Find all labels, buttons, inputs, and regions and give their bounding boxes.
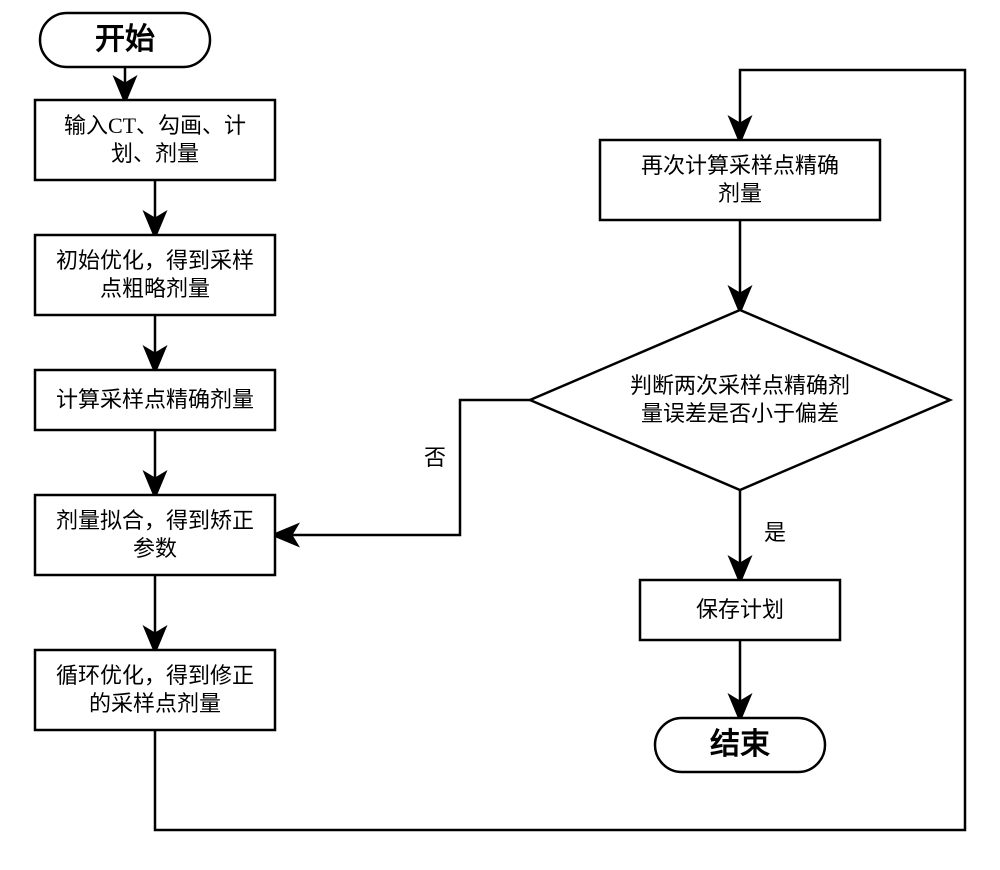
node-compute-exact-dose: 计算采样点精确剂量 [35,370,275,430]
n4-line1: 剂量拟合，得到矫正 [56,508,254,533]
n5-line2: 的采样点剂量 [89,691,221,716]
n2-line2: 点粗略剂量 [100,276,210,301]
n4-line2: 参数 [133,536,177,561]
node-recompute-exact-dose: 再次计算采样点精确 剂量 [600,140,880,220]
edge-label-no: 否 [424,445,446,470]
n2-line1: 初始优化，得到采样 [56,248,254,273]
dec-line2: 量误差是否小于偏差 [641,401,839,426]
n3-line1: 计算采样点精确剂量 [56,387,254,412]
n5-line1: 循环优化，得到修正 [56,663,254,688]
node-input: 输入CT、勾画、计 划、剂量 [35,100,275,180]
n6-line2: 剂量 [718,181,762,206]
node-initial-optimize: 初始优化，得到采样 点粗略剂量 [35,235,275,315]
node-decision: 判断两次采样点精确剂 量误差是否小于偏差 [530,310,950,490]
n6-line1: 再次计算采样点精确 [641,153,839,178]
node-end: 结束 [655,718,825,772]
n7-line1: 保存计划 [696,597,784,622]
edge-label-yes: 是 [764,520,786,545]
dec-line1: 判断两次采样点精确剂 [630,373,850,398]
n1-line1: 输入CT、勾画、计 [64,113,246,138]
n1-line2: 划、剂量 [111,141,199,166]
edge-dec-n4-no [275,400,530,535]
end-label: 结束 [710,728,770,761]
flowchart-canvas: 否 是 开始 输入CT、勾画、计 划、剂量 初始优化，得到采样 点粗略剂量 计算… [0,0,1000,870]
node-loop-optimize: 循环优化，得到修正 的采样点剂量 [35,650,275,730]
node-start: 开始 [40,13,210,67]
start-label: 开始 [95,23,155,56]
node-dose-fit: 剂量拟合，得到矫正 参数 [35,495,275,575]
node-save-plan: 保存计划 [640,580,840,640]
